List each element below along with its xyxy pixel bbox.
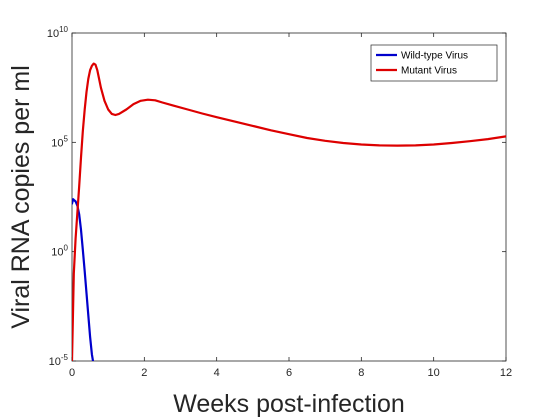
series-layer	[72, 62, 506, 361]
x-tick-label: 8	[358, 367, 364, 379]
series-line-2	[72, 62, 506, 361]
y-tick-label: 10-5	[49, 353, 69, 368]
y-tick-label: 100	[51, 244, 68, 259]
x-tick-label: 4	[214, 367, 220, 379]
x-axis-label: Weeks post-infection	[173, 390, 405, 418]
y-tick-label: 105	[51, 134, 68, 149]
x-tick-label: 12	[500, 367, 512, 379]
x-tick-label: 0	[69, 367, 75, 379]
series-line-1	[72, 198, 95, 361]
legend-label: Mutant Virus	[401, 66, 457, 77]
y-tick-label: 1010	[47, 25, 69, 40]
x-tick-label: 6	[286, 367, 292, 379]
x-tick-label: 2	[141, 367, 147, 379]
legend-label: Wild-type Virus	[401, 51, 468, 62]
plot-area	[71, 32, 507, 362]
axis-ticks: 0 2 4 6 8 10 12 10-5 100 105 1010	[47, 25, 512, 379]
x-tick-label: 10	[428, 367, 440, 379]
legend-box	[370, 44, 498, 82]
y-axis-label: Viral RNA copies per ml	[7, 65, 35, 329]
legend: Wild-type Virus Mutant Virus	[370, 44, 498, 82]
